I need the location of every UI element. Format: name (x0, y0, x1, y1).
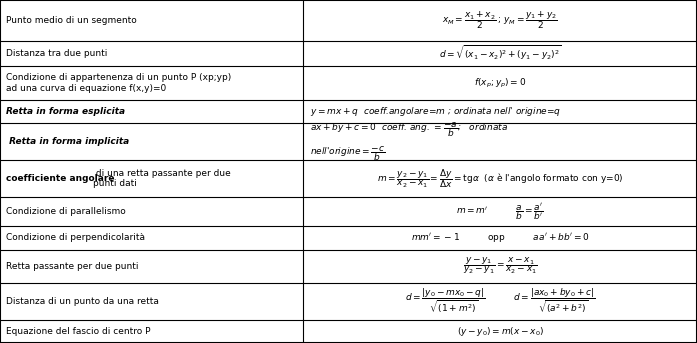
Text: di una retta passante per due
punti dati: di una retta passante per due punti dati (93, 169, 231, 188)
Text: coefficiente angolare: coefficiente angolare (6, 174, 114, 183)
Text: Condizione di parallelismo: Condizione di parallelismo (6, 207, 125, 216)
Text: Retta in forma esplicita: Retta in forma esplicita (6, 107, 125, 116)
FancyBboxPatch shape (0, 283, 697, 320)
FancyBboxPatch shape (0, 41, 697, 67)
FancyBboxPatch shape (0, 197, 697, 226)
Text: $d = \dfrac{|y_0 - mx_0 - q|}{\sqrt{(1+m^2)}}$          $d = \dfrac{|ax_0 + by_0: $d = \dfrac{|y_0 - mx_0 - q|}{\sqrt{(1+m… (405, 287, 595, 316)
FancyBboxPatch shape (0, 249, 697, 283)
Text: $y = mx + q$  coeff.angolare=m ; ordinata nell' origine=q: $y = mx + q$ coeff.angolare=m ; ordinata… (310, 105, 562, 118)
Text: $ax + by + c = 0$  coeff. ang. $=\dfrac{-a}{b}$;   ordinata
nell'origine$=\dfrac: $ax + by + c = 0$ coeff. ang. $=\dfrac{-… (310, 120, 508, 163)
Text: $mm' = -1$          opp          $aa' + bb' = 0$: $mm' = -1$ opp $aa' + bb' = 0$ (411, 232, 590, 245)
Text: Retta passante per due punti: Retta passante per due punti (6, 262, 138, 271)
Text: Distanza di un punto da una retta: Distanza di un punto da una retta (6, 297, 158, 306)
FancyBboxPatch shape (0, 160, 697, 197)
Text: Distanza tra due punti: Distanza tra due punti (6, 49, 107, 58)
Text: Equazione del fascio di centro P: Equazione del fascio di centro P (6, 327, 150, 336)
Text: $x_M = \dfrac{x_1+x_2}{2}\,;\,y_M = \dfrac{y_1+y_2}{2}$: $x_M = \dfrac{x_1+x_2}{2}\,;\,y_M = \dfr… (443, 10, 558, 31)
Text: Retta in forma implicita: Retta in forma implicita (6, 137, 129, 146)
Text: $f(x_p;y_p)=0$: $f(x_p;y_p)=0$ (474, 76, 526, 90)
Text: $d = \sqrt{(x_1-x_2)^2+(y_1-y_2)^2}$: $d = \sqrt{(x_1-x_2)^2+(y_1-y_2)^2}$ (439, 44, 561, 63)
FancyBboxPatch shape (0, 123, 697, 160)
Text: Condizione di perpendicolarità: Condizione di perpendicolarità (6, 234, 144, 243)
Text: $(y - y_0) = m(x - x_0)$: $(y - y_0) = m(x - x_0)$ (457, 325, 544, 338)
Text: Condizione di appartenenza di un punto P (xp;yp)
ad una curva di equazione f(x,y: Condizione di appartenenza di un punto P… (6, 73, 231, 93)
FancyBboxPatch shape (0, 320, 697, 343)
FancyBboxPatch shape (0, 99, 697, 123)
Text: $m = \dfrac{y_2-y_1}{x_2-x_1} = \dfrac{\Delta y}{\Delta x} = \mathrm{tg}\alpha$ : $m = \dfrac{y_2-y_1}{x_2-x_1} = \dfrac{\… (377, 167, 623, 190)
FancyBboxPatch shape (0, 0, 697, 41)
FancyBboxPatch shape (0, 226, 697, 249)
Text: Punto medio di un segmento: Punto medio di un segmento (6, 16, 137, 25)
Text: $m = m'$          $\dfrac{a}{b} = \dfrac{a'}{b'}$: $m = m'$ $\dfrac{a}{b} = \dfrac{a'}{b'}$ (456, 201, 544, 222)
FancyBboxPatch shape (0, 67, 697, 99)
Text: $\dfrac{y-y_1}{y_2-y_1} = \dfrac{x-x_1}{x_2-x_1}$: $\dfrac{y-y_1}{y_2-y_1} = \dfrac{x-x_1}{… (463, 256, 537, 276)
